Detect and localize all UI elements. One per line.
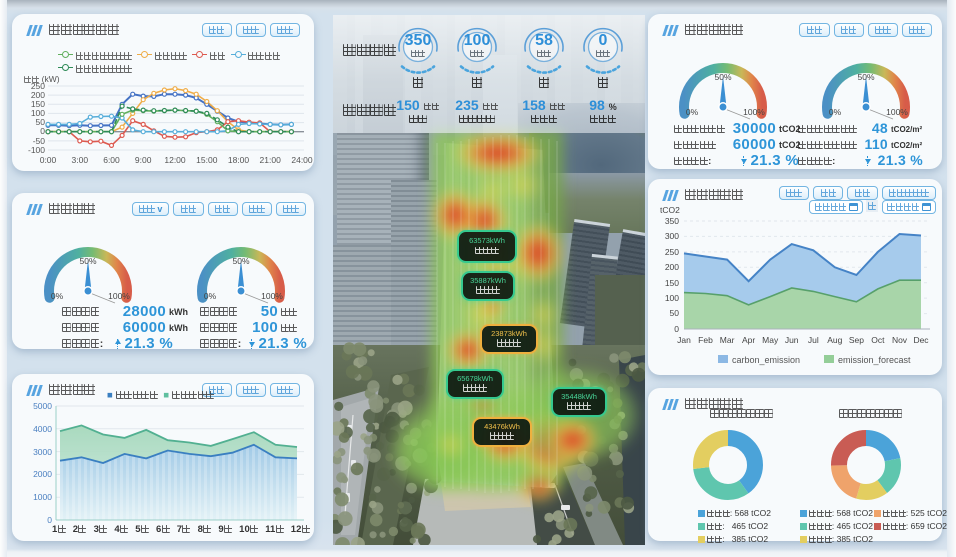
svg-text:50%: 50% <box>714 72 731 82</box>
svg-text:1000: 1000 <box>33 492 52 502</box>
svg-text:15:00: 15:00 <box>196 155 218 165</box>
svg-text:50%: 50% <box>79 256 96 266</box>
svg-text:emission_forecast: emission_forecast <box>838 355 911 365</box>
svg-text:carbon_emission: carbon_emission <box>732 355 800 365</box>
svg-text:2000: 2000 <box>33 469 52 479</box>
svg-text:200: 200 <box>665 262 679 272</box>
svg-text:9:00: 9:00 <box>135 155 152 165</box>
svg-text:0: 0 <box>47 515 52 525</box>
svg-text:3:00: 3:00 <box>72 155 89 165</box>
svg-text:50%: 50% <box>232 256 249 266</box>
svg-text:100: 100 <box>665 293 679 303</box>
svg-text:12:00: 12:00 <box>164 155 186 165</box>
svg-text:250: 250 <box>665 247 679 257</box>
svg-text:3000: 3000 <box>33 447 52 457</box>
svg-text:50: 50 <box>670 308 680 318</box>
svg-text:50: 50 <box>36 117 46 127</box>
svg-text:0%: 0% <box>51 291 64 301</box>
svg-text:150: 150 <box>31 99 45 109</box>
svg-text:300: 300 <box>665 231 679 241</box>
svg-text:Dec: Dec <box>913 335 929 345</box>
svg-text:0%: 0% <box>204 291 217 301</box>
svg-text:Nov: Nov <box>892 335 908 345</box>
svg-text:Jun: Jun <box>785 335 799 345</box>
svg-text:0%: 0% <box>686 107 699 117</box>
svg-text:Jan: Jan <box>677 335 691 345</box>
svg-text:6:00: 6:00 <box>103 155 120 165</box>
svg-text:100%: 100% <box>743 107 765 117</box>
svg-text:0: 0 <box>40 126 45 136</box>
svg-text:200: 200 <box>31 90 45 100</box>
svg-text:-50: -50 <box>33 136 46 146</box>
svg-text:Oct: Oct <box>871 335 885 345</box>
svg-text:100%: 100% <box>261 291 283 301</box>
svg-text:Mar: Mar <box>720 335 735 345</box>
svg-text:24:00: 24:00 <box>291 155 313 165</box>
svg-text:100: 100 <box>31 108 45 118</box>
svg-text:Jul: Jul <box>808 335 819 345</box>
svg-text:0%: 0% <box>829 107 842 117</box>
svg-text:100%: 100% <box>108 291 130 301</box>
svg-text:Apr: Apr <box>742 335 755 345</box>
svg-text:21:00: 21:00 <box>260 155 282 165</box>
svg-text:100%: 100% <box>886 107 908 117</box>
svg-text:0:00: 0:00 <box>40 155 57 165</box>
svg-text:350: 350 <box>665 216 679 226</box>
svg-text:0: 0 <box>674 324 679 334</box>
svg-text:250: 250 <box>31 81 45 91</box>
svg-text:-100: -100 <box>28 145 45 155</box>
svg-text:5000: 5000 <box>33 401 52 411</box>
svg-text:50%: 50% <box>857 72 874 82</box>
svg-text:150: 150 <box>665 278 679 288</box>
svg-text:Sep: Sep <box>849 335 864 345</box>
svg-text:May: May <box>762 335 779 345</box>
svg-text:18:00: 18:00 <box>228 155 250 165</box>
svg-text:Feb: Feb <box>698 335 713 345</box>
svg-text:4000: 4000 <box>33 424 52 434</box>
svg-text:Aug: Aug <box>827 335 842 345</box>
